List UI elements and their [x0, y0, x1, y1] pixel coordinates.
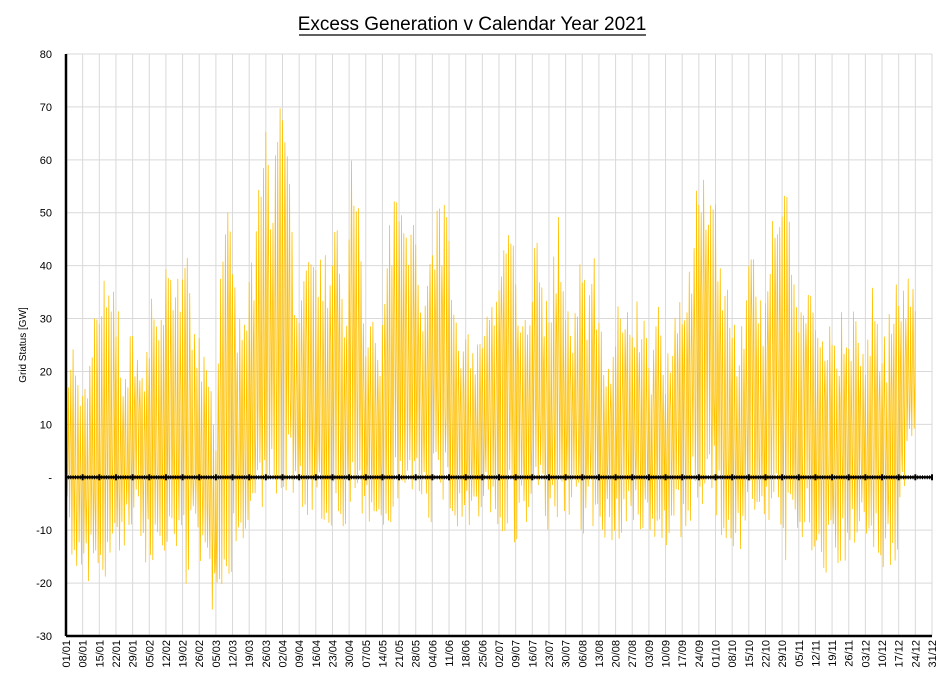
x-tick-label: 16/07	[527, 640, 539, 668]
x-tick-label: 14/05	[377, 640, 389, 668]
y-axis-label: Grid Status [GW]	[18, 307, 29, 383]
x-tick-label: 09/07	[511, 640, 523, 668]
x-tick-label: 17/12	[894, 640, 906, 668]
x-tick-label: 20/08	[611, 640, 623, 668]
x-tick-label: 05/11	[794, 640, 806, 667]
x-tick-label: 22/10	[760, 640, 772, 668]
y-tick-label: -30	[36, 631, 52, 643]
x-tick-label: 08/01	[78, 640, 90, 668]
y-tick-label: 20	[40, 366, 52, 378]
x-tick-label: 12/03	[228, 640, 240, 668]
x-tick-labels: 01/01 08/01 15/01 22/01 29/01 05/02 12/02 19/02…	[61, 640, 939, 668]
y-tick-label: 60	[40, 155, 52, 167]
y-tick-label: -10	[36, 525, 52, 537]
chart-title: Excess Generation v Calendar Year 2021	[298, 14, 647, 35]
series-line-excess-generation	[65, 108, 916, 610]
x-tick-label: 05/03	[211, 640, 223, 668]
x-tick-label: 06/08	[577, 640, 589, 668]
x-tick-label: 01/01	[61, 640, 73, 668]
x-tick-label: 19/11	[827, 640, 839, 667]
x-tick-label: 07/05	[361, 640, 373, 668]
x-tick-label: 24/12	[910, 640, 922, 668]
y-tick-label: 40	[40, 261, 52, 273]
x-tick-label: 25/06	[477, 640, 489, 668]
y-tick-label: 70	[40, 102, 52, 114]
x-tick-label: 26/03	[261, 640, 273, 668]
x-tick-label: 22/01	[111, 640, 123, 668]
x-tick-label: 08/10	[727, 640, 739, 668]
zero-line-layer	[65, 474, 933, 481]
x-tick-label: 03/09	[644, 640, 656, 668]
x-tick-label: 26/02	[194, 640, 206, 668]
axes-layer	[64, 54, 932, 638]
x-tick-label: 30/04	[344, 640, 356, 668]
y-tick-label: 30	[40, 314, 52, 326]
x-tick-label: 03/12	[860, 640, 872, 668]
x-tick-label: 16/04	[311, 640, 323, 668]
x-tick-label: 02/04	[278, 640, 290, 668]
x-tick-label: 01/10	[711, 640, 723, 668]
x-tick-label: 10/12	[877, 640, 889, 668]
y-tick-label: -20	[36, 578, 52, 590]
x-tick-label: 28/05	[411, 640, 423, 668]
x-tick-label: 19/02	[178, 640, 190, 668]
x-tick-label: 30/07	[561, 640, 573, 668]
y-tick-label: 10	[40, 419, 52, 431]
x-tick-label: 15/01	[94, 640, 106, 668]
x-tick-label: 04/06	[427, 640, 439, 668]
x-tick-label: 29/10	[777, 640, 789, 668]
x-tick-label: 02/07	[494, 640, 506, 668]
x-tick-label: 31/12	[927, 640, 939, 668]
x-tick-label: 12/02	[161, 640, 173, 668]
x-tick-label: 23/07	[544, 640, 556, 668]
y-tick-label: 50	[40, 208, 52, 220]
x-tick-label: 09/04	[294, 640, 306, 668]
x-tick-label: 12/11	[810, 640, 822, 667]
x-tick-label: 11/06	[444, 640, 456, 667]
x-tick-label: 19/03	[244, 640, 256, 668]
x-tick-label: 21/05	[394, 640, 406, 668]
x-tick-label: 13/08	[594, 640, 606, 668]
x-tick-label: 05/02	[144, 640, 156, 668]
x-tick-label: 27/08	[627, 640, 639, 668]
x-tick-label: 10/09	[661, 640, 673, 668]
x-tick-label: 23/04	[327, 640, 339, 668]
x-tick-label: 26/11	[844, 640, 856, 667]
x-tick-label: 24/09	[694, 640, 706, 668]
series-layer	[65, 108, 916, 610]
x-tick-label: 18/06	[461, 640, 473, 668]
x-tick-label: 17/09	[677, 640, 689, 668]
x-tick-label: 15/10	[744, 640, 756, 668]
x-tick-label: 29/01	[128, 640, 140, 668]
y-tick-label: 80	[40, 49, 52, 61]
y-tick-label: -	[48, 472, 52, 484]
